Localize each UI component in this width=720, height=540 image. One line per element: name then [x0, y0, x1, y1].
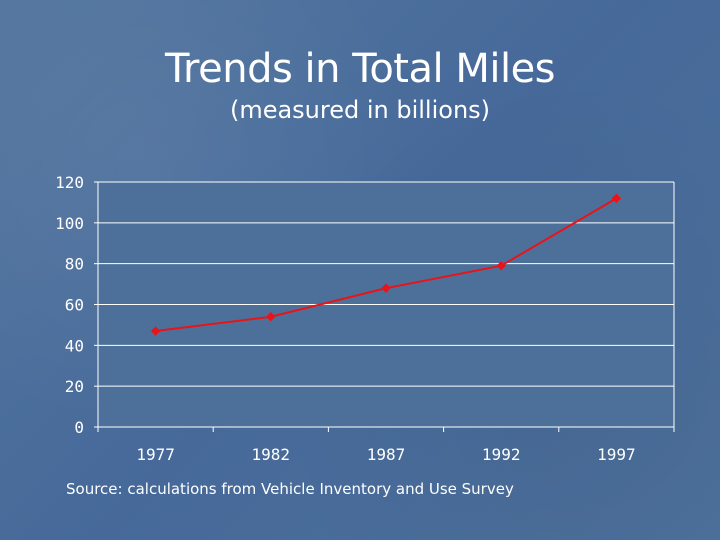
x-axis-ticks: 1977 1982 1987 1992 1997	[97, 427, 675, 464]
gridlines	[98, 181, 674, 387]
y-tick-label-100: 100	[55, 214, 84, 233]
x-tick-label-1992: 1992	[482, 445, 521, 464]
x-tick-label-1997: 1997	[597, 445, 636, 464]
data-point-1977	[150, 326, 161, 336]
y-axis-ticks: 0 20 40 60 80 100 120	[55, 173, 98, 437]
y-tick-label-40: 40	[65, 336, 84, 355]
series-group	[150, 193, 622, 336]
y-tick-label-60: 60	[65, 296, 84, 315]
slide-title: Trends in Total Miles	[164, 46, 556, 92]
y-tick-label-120: 120	[55, 173, 84, 192]
y-tick-label-80: 80	[65, 255, 84, 274]
source-note: Source: calculations from Vehicle Invent…	[66, 480, 514, 498]
x-tick-label-1977: 1977	[136, 445, 175, 464]
y-tick-label-0: 0	[74, 418, 84, 437]
x-tick-label-1987: 1987	[367, 445, 406, 464]
data-point-1982	[266, 312, 276, 322]
data-point-1987	[381, 283, 391, 293]
data-point-1997	[611, 193, 622, 204]
x-tick-label-1982: 1982	[252, 445, 291, 464]
data-point-1992	[496, 261, 506, 271]
y-tick-label-20: 20	[65, 377, 84, 396]
slide-subtitle: (measured in billions)	[229, 96, 491, 124]
